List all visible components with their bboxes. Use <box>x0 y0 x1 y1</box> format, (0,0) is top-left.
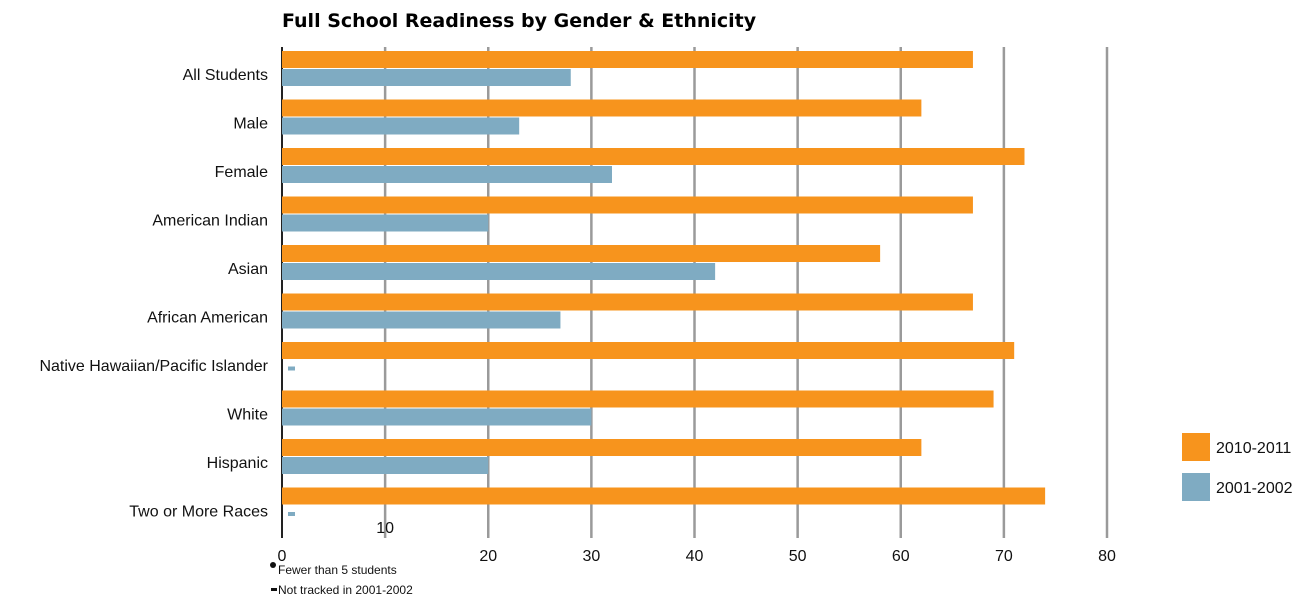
bar-2010-2011-3 <box>282 196 973 214</box>
note-fewer-than-5: Fewer than 5 students <box>278 563 397 577</box>
x-tick-label: 20 <box>479 548 497 565</box>
bar-2010-2011-0 <box>282 51 973 68</box>
note-not-tracked: Not tracked in 2001-2002 <box>278 583 413 597</box>
x-tick-label: 60 <box>892 548 910 565</box>
x-tick-label: 10 <box>376 520 394 537</box>
chart-title: Full School Readiness by Gender & Ethnic… <box>282 10 757 32</box>
bar-2001-2002-2 <box>282 166 612 183</box>
bar-2001-2002-8 <box>282 457 489 474</box>
category-label: White <box>227 407 268 424</box>
not-tracked-marker <box>288 366 295 371</box>
bullet-symbol <box>270 562 276 568</box>
bar-2010-2011-9 <box>282 487 1046 505</box>
notes: Fewer than 5 students Not tracked in 2001… <box>270 562 413 597</box>
category-label: Native Hawaiian/Pacific Islander <box>39 358 268 375</box>
legend-label: 2001-2002 <box>1216 480 1293 497</box>
bar-2010-2011-4 <box>282 245 881 262</box>
dash-symbol <box>271 588 277 591</box>
category-label: Female <box>215 164 268 181</box>
x-tick-label: 50 <box>789 548 807 565</box>
bar-2001-2002-4 <box>282 263 716 280</box>
category-label: All Students <box>183 67 268 84</box>
legend-label: 2010-2011 <box>1216 440 1291 457</box>
bars <box>282 51 1046 516</box>
x-tick-labels: 0 10 20 30 40 50 60 70 80 <box>278 520 1116 565</box>
bar-2010-2011-6 <box>282 342 1015 359</box>
x-tick-label: 0 <box>278 548 287 565</box>
category-label: Hispanic <box>207 455 268 472</box>
x-tick-label: 70 <box>995 548 1013 565</box>
x-tick-label: 30 <box>582 548 600 565</box>
category-label: Male <box>233 116 268 133</box>
category-labels: All Students Male Female American Indian Asi… <box>39 67 268 521</box>
category-label: Asian <box>228 261 268 278</box>
bar-2001-2002-7 <box>282 408 592 426</box>
bar-2010-2011-5 <box>282 293 973 311</box>
legend: 2010-2011 2001-2002 <box>1182 433 1293 501</box>
bar-2001-2002-1 <box>282 117 520 135</box>
legend-swatch <box>1182 433 1210 461</box>
x-tick-label: 80 <box>1098 548 1116 565</box>
category-label: American Indian <box>152 213 268 230</box>
bar-2010-2011-2 <box>282 148 1025 165</box>
legend-swatch <box>1182 473 1210 501</box>
bar-2010-2011-7 <box>282 390 994 408</box>
category-label: African American <box>147 310 268 327</box>
bar-2010-2011-8 <box>282 439 922 456</box>
bar-2001-2002-5 <box>282 311 561 329</box>
bar-2001-2002-0 <box>282 69 571 86</box>
not-tracked-marker <box>288 512 295 516</box>
bar-2001-2002-3 <box>282 214 489 232</box>
bar-2010-2011-1 <box>282 99 922 117</box>
category-label: Two or More Races <box>129 504 268 521</box>
x-tick-label: 40 <box>686 548 704 565</box>
